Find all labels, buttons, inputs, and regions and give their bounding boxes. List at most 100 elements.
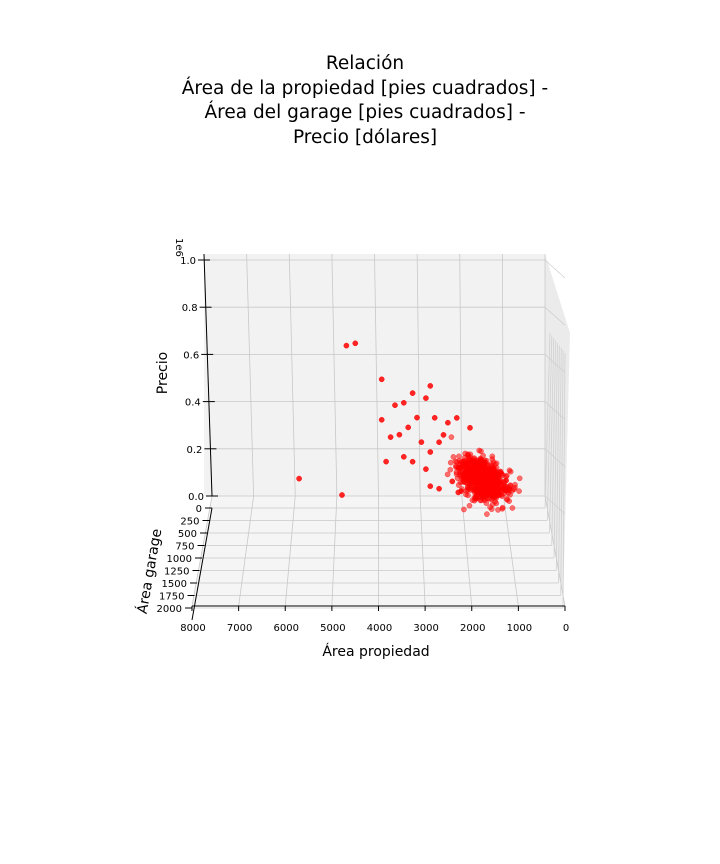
z-tick-label: 0.4 — [185, 398, 201, 409]
data-point — [296, 475, 302, 482]
grid-line — [419, 495, 426, 607]
data-point — [465, 470, 472, 477]
grid-line — [416, 253, 421, 497]
data-point — [484, 495, 491, 502]
data-point — [457, 479, 464, 486]
data-point — [498, 491, 505, 498]
grid-line — [544, 306, 566, 326]
data-point — [447, 459, 454, 466]
x-tick-label: 4000 — [367, 623, 392, 634]
tick-marks: 8000 7000 6000 5000 4000 3000 2000 1000 0 0 250500… — [157, 256, 570, 634]
grid-line — [555, 345, 560, 571]
data-point — [392, 402, 398, 409]
data-point — [496, 486, 503, 492]
x-tick-label: 2000 — [460, 623, 485, 634]
data-point — [427, 383, 434, 389]
x-tick-label: 6000 — [274, 623, 299, 634]
grid-line — [551, 340, 557, 546]
data-point — [489, 501, 496, 508]
data-point — [400, 399, 407, 406]
data-point — [478, 467, 485, 474]
data-point — [467, 482, 473, 489]
data-point — [465, 457, 472, 464]
data-point — [423, 395, 429, 401]
data-point — [455, 489, 462, 496]
y-tick-label: 0 — [196, 504, 202, 515]
grid-line — [544, 259, 566, 279]
data-point — [405, 424, 412, 431]
data-point — [466, 476, 473, 482]
grid-line — [331, 253, 338, 497]
data-point — [461, 473, 467, 480]
x-tick-label: 5000 — [320, 623, 345, 634]
chart-title-line: Precio [dólares] — [292, 126, 438, 148]
y-tick-label: 250 — [180, 517, 199, 528]
data-point — [483, 472, 490, 478]
data-point — [457, 464, 464, 471]
data-point — [470, 460, 477, 467]
y-tick-label: 500 — [178, 529, 197, 540]
data-point — [476, 479, 482, 486]
grid-line — [284, 495, 296, 607]
data-point — [440, 432, 447, 438]
data-point — [503, 496, 510, 502]
data-point — [516, 488, 522, 494]
data-point — [471, 497, 478, 504]
data-point — [387, 434, 394, 440]
data-point — [486, 479, 493, 485]
back-pane — [204, 254, 545, 496]
x-tick-label: 3000 — [413, 623, 438, 634]
data-point — [339, 492, 345, 498]
data-point — [352, 340, 359, 347]
grid-line — [544, 332, 551, 509]
data-point — [423, 466, 429, 472]
grid-line — [238, 495, 255, 607]
data-point — [480, 452, 486, 459]
grid-line — [544, 401, 566, 420]
z-tick-label: 1.0 — [180, 256, 196, 267]
data-point — [456, 458, 463, 464]
data-point — [484, 511, 490, 517]
data-point — [448, 434, 455, 440]
data-point — [466, 502, 473, 509]
z-tick-label: 0.8 — [182, 303, 198, 314]
data-point — [516, 475, 523, 482]
data-point — [472, 466, 479, 473]
grid-line — [560, 350, 564, 596]
y-axis-line — [191, 507, 213, 621]
z-tick-label: 0.6 — [183, 350, 199, 361]
data-point — [499, 505, 506, 512]
grid-line — [546, 335, 553, 521]
data-point — [492, 475, 499, 481]
y-tick-label: 1000 — [167, 554, 192, 565]
data-point — [467, 424, 473, 431]
data-point — [498, 470, 505, 477]
x-tick-label: 1000 — [507, 623, 532, 634]
grid-line — [553, 342, 558, 559]
y-tick-label: 1750 — [159, 592, 184, 603]
data-point — [489, 485, 495, 492]
x-tick-label: 7000 — [227, 623, 252, 634]
data-point — [378, 416, 385, 423]
data-point — [488, 506, 495, 513]
data-point — [493, 460, 500, 467]
grid-line — [502, 495, 519, 607]
data-point — [447, 466, 454, 473]
x-tick-label: 0 — [563, 623, 569, 634]
chart-title: Relación Área de la propiedad [pies cuad… — [0, 52, 720, 150]
data-point — [483, 500, 490, 506]
data-point — [453, 415, 460, 421]
data-point — [489, 456, 496, 462]
data-point — [505, 490, 512, 496]
data-point — [467, 464, 473, 471]
z-tick-label: 0.0 — [188, 492, 204, 503]
data-point — [396, 431, 403, 438]
data-point — [445, 419, 451, 426]
data-point — [378, 376, 385, 383]
data-point — [409, 390, 416, 396]
data-point — [461, 506, 467, 513]
z-axis-label: Precio — [155, 352, 171, 394]
grid-line — [461, 495, 473, 607]
data-point — [481, 483, 488, 490]
chart-title-line: Área del garage [pies cuadrados] - — [204, 102, 526, 123]
